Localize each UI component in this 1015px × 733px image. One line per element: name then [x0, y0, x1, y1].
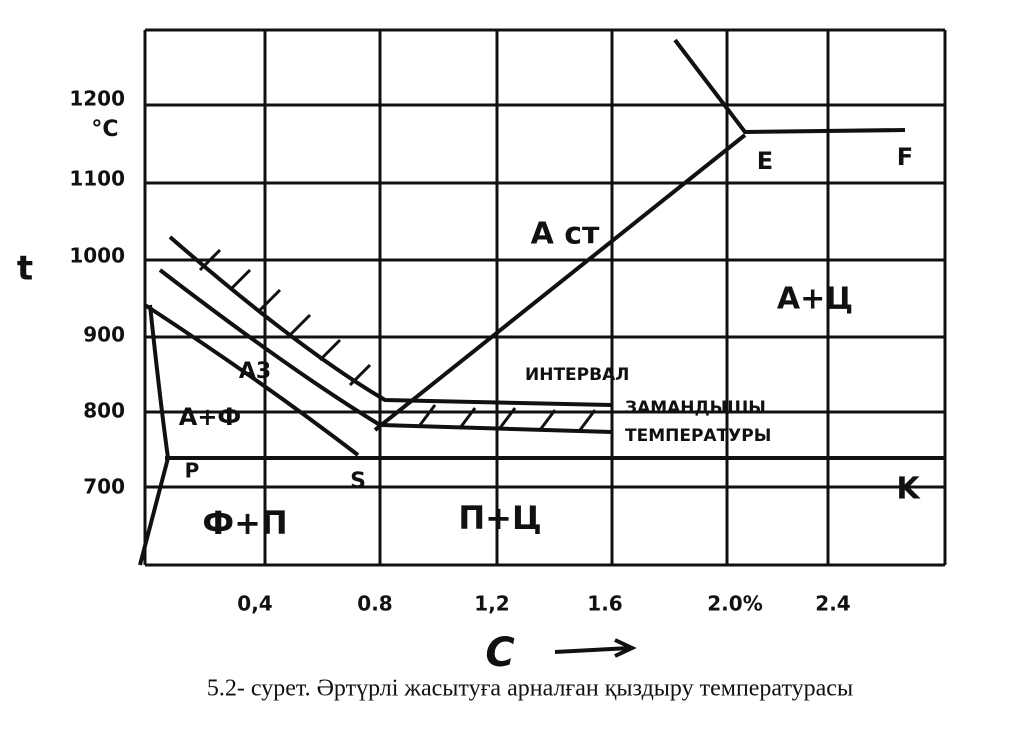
point-label: E	[757, 147, 773, 175]
annotation: ТЕМПЕРАТУРЫ	[625, 426, 771, 446]
x-axis-label: C	[485, 630, 514, 676]
y-unit: °C	[91, 117, 118, 142]
phase-lines	[138, 38, 945, 566]
y-tick-label: 800	[83, 399, 125, 423]
point-label: S	[350, 469, 366, 494]
caption: 5.2- сурет. Әртүрлі жасытуға арналған қы…	[207, 676, 853, 702]
x-tick-label: 1,2	[474, 592, 509, 616]
region-label: П+Ц	[458, 499, 541, 537]
y-tick-label: 1200	[69, 87, 125, 111]
region-label: A+Ц	[777, 282, 853, 317]
y-tick-label: 900	[83, 323, 125, 347]
x-tick-label: 2.0%	[707, 592, 762, 616]
x-tick-label: 2.4	[815, 592, 850, 616]
region-label: A+Ф	[179, 403, 241, 431]
x-tick-label: 1.6	[587, 592, 622, 616]
x-tick-label: 0,4	[237, 592, 272, 616]
region-label: A3	[239, 359, 271, 384]
y-tick-label: 1000	[69, 244, 125, 268]
point-label: F	[897, 143, 913, 171]
region-label: A ст	[531, 217, 600, 252]
y-tick-label: 1100	[69, 167, 125, 191]
annotation: ИНТЕРВАЛ	[525, 365, 629, 385]
point-label: P	[185, 459, 200, 483]
annotation: ЗАМАНДЫШЫ	[625, 398, 766, 418]
point-label: K	[896, 472, 921, 507]
y-tick-label: 700	[83, 475, 125, 499]
x-tick-label: 0.8	[357, 592, 392, 616]
x-axis-arrow	[554, 638, 637, 658]
y-axis-label: t	[17, 249, 33, 289]
region-label: Ф+П	[202, 504, 287, 542]
grid	[143, 28, 947, 567]
